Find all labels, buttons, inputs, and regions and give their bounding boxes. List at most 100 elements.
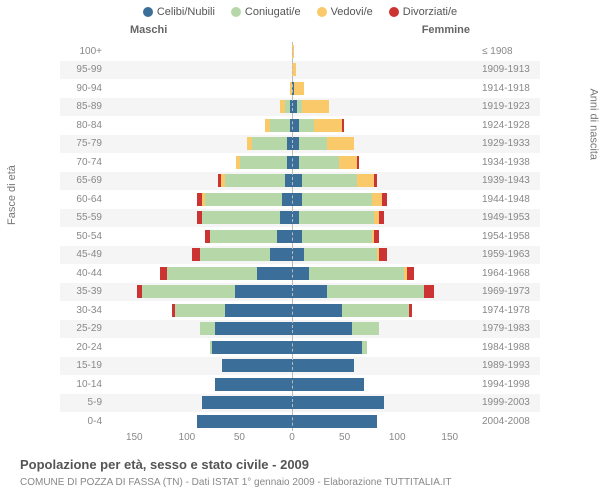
bar-male [108, 79, 292, 98]
bar-segment [382, 193, 387, 206]
bar-female [292, 42, 476, 61]
bar-segment [285, 174, 292, 187]
center-axis [292, 135, 293, 154]
bar-area [108, 135, 476, 154]
center-axis [292, 246, 293, 265]
bar-male [108, 320, 292, 339]
bar-area [108, 116, 476, 135]
bar-male [108, 98, 292, 117]
bar-male [108, 135, 292, 154]
bar-segment [302, 230, 372, 243]
bar-segment [407, 267, 414, 280]
bar-area [108, 227, 476, 246]
bar-area [108, 301, 476, 320]
center-axis [292, 79, 293, 98]
bar-segment [292, 341, 362, 354]
pyramid-row: 45-491959-1963 [60, 246, 540, 265]
bar-female [292, 394, 476, 413]
pyramid-row: 90-941914-1918 [60, 79, 540, 98]
center-axis [292, 357, 293, 376]
bar-segment [357, 174, 374, 187]
center-axis [292, 394, 293, 413]
bar-female [292, 227, 476, 246]
pyramid-row: 95-99 1909-1913 [60, 61, 540, 80]
bar-segment [202, 211, 279, 224]
center-axis [292, 172, 293, 191]
center-axis [292, 42, 293, 61]
bar-area [108, 246, 476, 265]
bar-area [108, 79, 476, 98]
bar-segment [167, 267, 257, 280]
birth-year-label: 1909-1913 [476, 64, 540, 75]
center-axis [292, 227, 293, 246]
birth-year-label: ≤ 1908 [476, 46, 540, 57]
bar-segment [299, 119, 314, 132]
bar-segment [282, 193, 292, 206]
bar-male [108, 357, 292, 376]
bar-area [108, 338, 476, 357]
legend-swatch [231, 7, 241, 17]
center-axis [292, 190, 293, 209]
bar-segment [292, 156, 299, 169]
bar-segment [292, 137, 299, 150]
bar-male [108, 338, 292, 357]
bar-female [292, 338, 476, 357]
bar-segment [379, 211, 384, 224]
bar-segment [292, 304, 342, 317]
bar-segment [225, 304, 292, 317]
bar-segment [424, 285, 434, 298]
birth-year-label: 1994-1998 [476, 379, 540, 390]
age-label: 90-94 [60, 83, 108, 94]
center-axis [292, 209, 293, 228]
age-label: 65-69 [60, 175, 108, 186]
age-label: 50-54 [60, 231, 108, 242]
x-tick: 100 [371, 432, 424, 443]
bar-area [108, 264, 476, 283]
pyramid-row: 5-91999-2003 [60, 394, 540, 413]
x-tick: 50 [318, 432, 371, 443]
age-label: 30-34 [60, 305, 108, 316]
center-axis [292, 375, 293, 394]
bar-male [108, 116, 292, 135]
bar-area [108, 283, 476, 302]
bar-segment [379, 248, 386, 261]
bar-male [108, 61, 292, 80]
legend-swatch [389, 7, 399, 17]
bar-segment [212, 341, 292, 354]
center-axis [292, 98, 293, 117]
bar-female [292, 61, 476, 80]
bar-segment [292, 193, 302, 206]
bar-segment [309, 267, 404, 280]
bar-segment [292, 378, 364, 391]
bar-segment [277, 230, 292, 243]
bar-segment [235, 285, 292, 298]
population-pyramid: 100+≤ 190895-991909-191390-941914-191885… [60, 42, 540, 432]
center-axis [292, 412, 293, 431]
bar-segment [292, 359, 354, 372]
center-axis [292, 61, 293, 80]
bar-area [108, 172, 476, 191]
pyramid-row: 0-42004-2008 [60, 412, 540, 431]
bar-segment [374, 230, 379, 243]
bar-segment [299, 137, 326, 150]
bar-male [108, 209, 292, 228]
age-label: 25-29 [60, 323, 108, 334]
bar-segment [314, 119, 341, 132]
bar-segment [342, 119, 344, 132]
age-label: 95-99 [60, 64, 108, 75]
bar-male [108, 375, 292, 394]
bar-segment [292, 415, 377, 428]
pyramid-row: 40-441964-1968 [60, 264, 540, 283]
gender-label-female: Femmine [422, 24, 470, 36]
age-label: 100+ [60, 46, 108, 57]
pyramid-row: 35-391969-1973 [60, 283, 540, 302]
bar-male [108, 172, 292, 191]
x-tick: 150 [108, 432, 161, 443]
pyramid-row: 80-84 1924-1928 [60, 116, 540, 135]
bar-segment [299, 211, 374, 224]
pyramid-row: 65-691939-1943 [60, 172, 540, 191]
legend-label: Coniugati/e [245, 6, 301, 18]
x-tick: 50 [213, 432, 266, 443]
age-label: 80-84 [60, 120, 108, 131]
birth-year-label: 1924-1928 [476, 120, 540, 131]
